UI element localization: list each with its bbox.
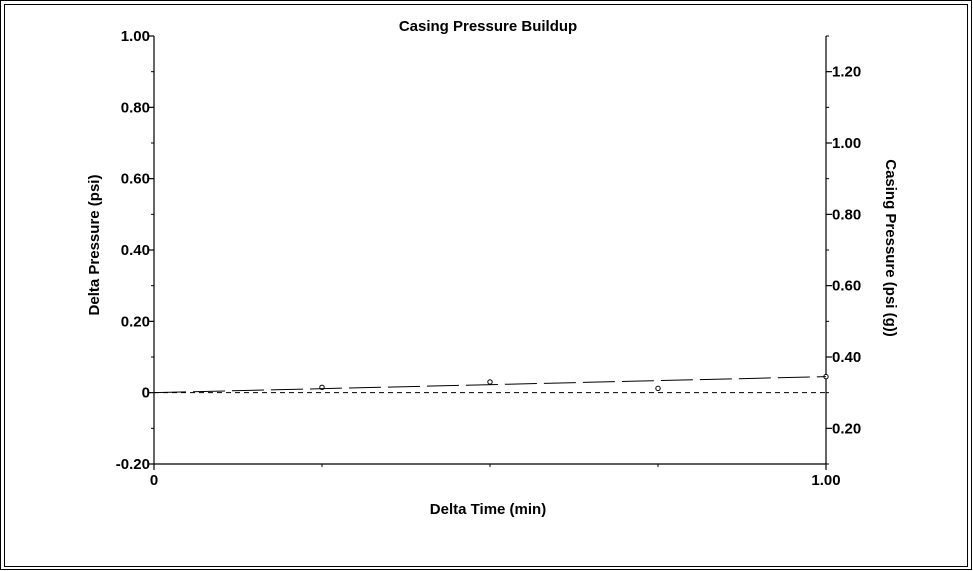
- x-tick-label: 0: [150, 472, 158, 489]
- y2-axis-label: Casing Pressure (psi (g)): [882, 159, 899, 337]
- data-point: [487, 379, 493, 385]
- y2-tick-label: 1.00: [832, 135, 861, 152]
- y2-tick-label: 0.60: [832, 278, 861, 295]
- y-tick-label: 1.00: [121, 28, 150, 45]
- y-axis-label: Delta Pressure (psi): [86, 175, 103, 316]
- y2-tick-label: 0.20: [832, 420, 861, 437]
- y2-tick-label: 0.40: [832, 349, 861, 366]
- ticks: -0.2000.200.400.600.801.000.200.400.600.…: [116, 28, 861, 489]
- y-tick-label: -0.20: [116, 456, 150, 473]
- y-tick-label: 0.60: [121, 171, 150, 188]
- inner-border: [4, 4, 968, 567]
- chart-title: Casing Pressure Buildup: [399, 18, 577, 35]
- trend-line: [153, 376, 827, 394]
- y2-tick-label: 0.80: [832, 206, 861, 223]
- data-point: [655, 385, 661, 392]
- y-tick-label: 0.40: [121, 242, 150, 259]
- y-tick-label: 0: [142, 385, 150, 402]
- y-tick-label: 0.20: [121, 313, 150, 330]
- x-axis-label: Delta Time (min): [430, 501, 546, 518]
- axes: [153, 36, 827, 465]
- x-tick-label: 1.00: [811, 472, 840, 489]
- series-layer: [153, 373, 829, 394]
- y-tick-label: 0.80: [121, 99, 150, 116]
- y2-tick-label: 1.20: [832, 64, 861, 81]
